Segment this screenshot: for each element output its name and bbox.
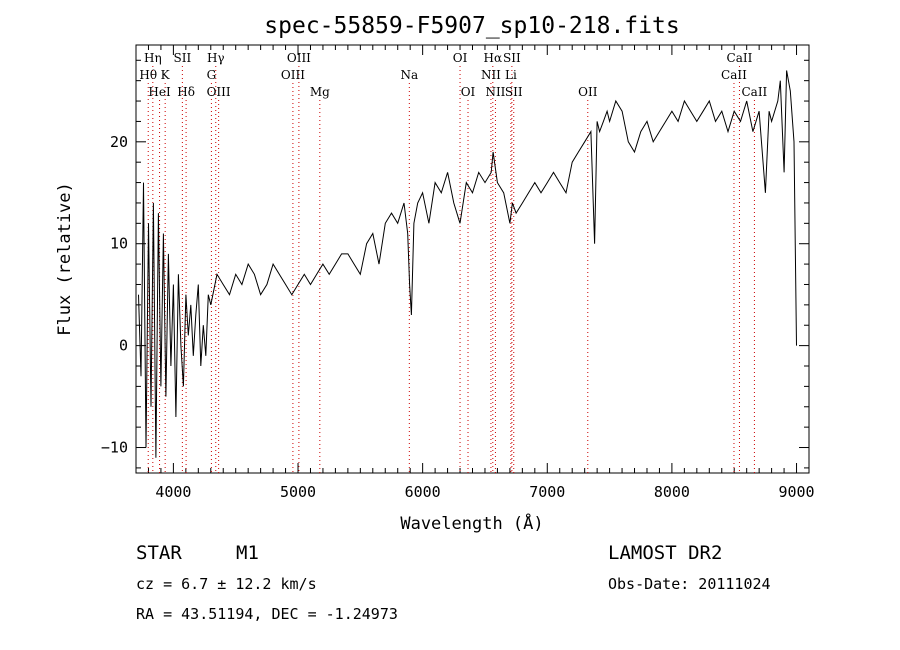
spectral-line-label: OI xyxy=(453,51,468,65)
spectral-line-label: OII xyxy=(578,85,598,99)
spectral-line-label: SII xyxy=(503,51,521,65)
spectral-line-markers xyxy=(147,66,755,473)
spectral-line-label: Hγ xyxy=(207,51,225,65)
spectral-line-label: HeI xyxy=(148,85,171,99)
spectral-line-label: SII xyxy=(505,85,523,99)
spectral-line-label: Mg xyxy=(310,85,330,99)
spectral-line-label: K xyxy=(161,68,171,82)
spectral-line-label: Li xyxy=(505,68,517,82)
x-axis-label: Wavelength (Å) xyxy=(400,512,543,534)
y-axis-label: Flux (relative) xyxy=(55,182,75,336)
spectral-line-label: SII xyxy=(174,51,192,65)
object-class: STAR xyxy=(136,542,182,564)
redshift-velocity: cz = 6.7 ± 12.2 km/s xyxy=(136,575,317,593)
spectral-line-label: CaII xyxy=(727,51,753,65)
spectrum-line xyxy=(138,70,797,458)
chart-title: spec-55859-F5907_sp10-218.fits xyxy=(264,13,679,39)
spectral-line-label: Na xyxy=(400,68,418,82)
spectral-line-label: NII xyxy=(481,68,501,82)
x-tick-label: 6000 xyxy=(405,483,441,501)
x-tick-label: 5000 xyxy=(280,483,316,501)
x-tick-label: 7000 xyxy=(529,483,565,501)
x-tick-label: 8000 xyxy=(654,483,690,501)
spectral-line-label: OIII xyxy=(207,85,231,99)
spectral-line-label: OI xyxy=(461,85,476,99)
spectral-line-label: OIII xyxy=(287,51,311,65)
x-tick-label: 9000 xyxy=(778,483,814,501)
observation-date: Obs-Date: 20111024 xyxy=(608,575,771,593)
y-tick-label: −10 xyxy=(101,439,128,457)
x-tick-label: 4000 xyxy=(155,483,191,501)
spectral-line-label: OIII xyxy=(281,68,305,82)
spectral-line-label: Hα xyxy=(484,51,503,65)
spectral-line-label: Hθ xyxy=(139,68,157,82)
plot-frame xyxy=(135,44,810,474)
spectral-line-label: NII xyxy=(485,85,505,99)
sky-coordinates: RA = 43.51194, DEC = -1.24973 xyxy=(136,605,398,623)
axis-ticks: 4000 5000 6000 7000 8000 9000 −10 0 10 20 xyxy=(101,45,815,501)
y-tick-label: 0 xyxy=(119,337,128,355)
object-subclass: M1 xyxy=(236,542,259,564)
spectral-line-label: CaII xyxy=(741,85,767,99)
y-tick-label: 10 xyxy=(110,235,128,253)
y-tick-label: 20 xyxy=(110,133,128,151)
spectral-line-label: G xyxy=(207,68,217,82)
spectral-line-label: CaII xyxy=(721,68,747,82)
spectral-line-label: Hδ xyxy=(177,85,195,99)
survey-name: LAMOST DR2 xyxy=(608,542,722,564)
spectral-line-label: Hη xyxy=(144,51,162,65)
